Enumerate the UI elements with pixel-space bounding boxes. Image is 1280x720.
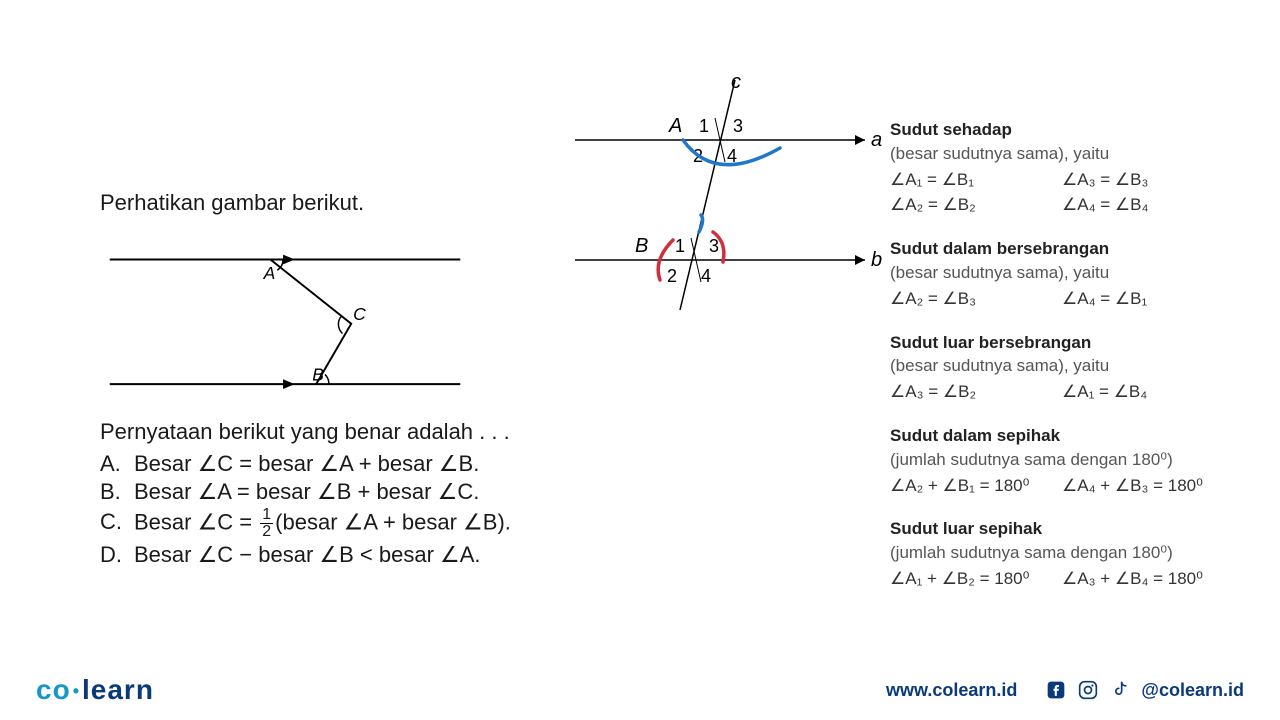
footer-handle: @colearn.id (1141, 680, 1244, 701)
problem-diagram: A C B (100, 226, 470, 406)
eq: ∠A₂ = ∠B₂ (890, 193, 1062, 217)
eq: ∠A₂ = ∠B₃ (890, 287, 1062, 311)
rule-eq: ∠A₁ + ∠B₂ = 180⁰∠A₃ + ∠B₄ = 180⁰ (890, 567, 1240, 591)
content-area: Perhatikan gambar berikut. A C B (0, 0, 1280, 660)
rule-title: Sudut luar sepihak (890, 517, 1240, 541)
question-text: Pernyataan berikut yang benar adalah . .… (100, 419, 540, 445)
rule-luar-berseberangan: Sudut luar bersebrangan (besar sudutnya … (890, 331, 1240, 404)
blue-tick-annotation (699, 215, 703, 232)
rule-luar-sepihak: Sudut luar sepihak (jumlah sudutnya sama… (890, 517, 1240, 590)
eq: ∠A₁ + ∠B₂ = 180⁰ (890, 567, 1062, 591)
label-B-point: B (635, 235, 648, 257)
eq: ∠A₄ + ∠B₃ = 180⁰ (1062, 476, 1203, 495)
rule-sub: (besar sudutnya sama), yaitu (890, 354, 1240, 378)
rule-dalam-berseberangan: Sudut dalam bersebrangan (besar sudutnya… (890, 237, 1240, 310)
footer-url: www.colearn.id (886, 680, 1017, 701)
footer-right: www.colearn.id @colearn.id (886, 679, 1244, 701)
instagram-icon (1077, 679, 1099, 701)
intro-text: Perhatikan gambar berikut. (100, 190, 540, 216)
fraction-half: 12 (260, 507, 273, 540)
choice-C: C. Besar ∠C = 12(besar ∠A + besar ∠B). (100, 507, 540, 540)
label-B: B (312, 364, 324, 384)
eq: ∠A₃ + ∠B₄ = 180⁰ (1062, 569, 1203, 588)
label-A: A (263, 263, 276, 283)
right-column: Sudut sehadap (besar sudutnya sama), yai… (890, 0, 1260, 660)
rule-sub: (besar sudutnya sama), yaitu (890, 261, 1240, 285)
rule-title: Sudut dalam sepihak (890, 424, 1240, 448)
B-2: 2 (667, 266, 677, 286)
rule-title: Sudut sehadap (890, 118, 1240, 142)
eq: ∠A₄ = ∠B₁ (1062, 289, 1147, 308)
middle-column: c a b A 1 3 2 4 B 1 3 2 4 (560, 0, 890, 660)
label-c: c (731, 71, 741, 93)
brand-dot-icon: • (73, 681, 80, 701)
rule-title: Sudut luar bersebrangan (890, 331, 1240, 355)
eq: ∠A₃ = ∠B₂ (890, 380, 1062, 404)
label-A-point: A (668, 115, 682, 137)
choice-B-letter: B. (100, 479, 134, 505)
rule-eq: ∠A₂ = ∠B₃∠A₄ = ∠B₁ (890, 287, 1240, 311)
footer: co•learn www.colearn.id @colearn.id (0, 660, 1280, 720)
rule-eq: ∠A₂ = ∠B₂∠A₄ = ∠B₄ (890, 193, 1240, 217)
brand-logo: co•learn (36, 674, 154, 706)
choice-B-text: Besar ∠A = besar ∠B + besar ∠C. (134, 479, 479, 505)
A-3: 3 (733, 116, 743, 136)
brand-learn: learn (82, 674, 154, 705)
choices: A. Besar ∠C = besar ∠A + besar ∠B. B. Be… (100, 451, 540, 568)
rule-eq: ∠A₂ + ∠B₁ = 180⁰∠A₄ + ∠B₃ = 180⁰ (890, 474, 1240, 498)
B-3: 3 (709, 236, 719, 256)
choice-D: D. Besar ∠C − besar ∠B < besar ∠A. (100, 542, 540, 568)
tiktok-icon (1109, 679, 1131, 701)
rule-sub: (jumlah sudutnya sama dengan 180⁰) (890, 541, 1240, 565)
social-row: @colearn.id (1045, 679, 1244, 701)
rule-eq: ∠A₃ = ∠B₂∠A₁ = ∠B₄ (890, 380, 1240, 404)
facebook-icon (1045, 679, 1067, 701)
choice-C-letter: C. (100, 509, 134, 535)
B-4: 4 (701, 266, 711, 286)
label-C: C (353, 304, 366, 324)
A-1: 1 (699, 116, 709, 136)
left-column: Perhatikan gambar berikut. A C B (0, 0, 560, 660)
choice-D-letter: D. (100, 542, 134, 568)
rule-title: Sudut dalam bersebrangan (890, 237, 1240, 261)
choice-A-letter: A. (100, 451, 134, 477)
choice-B: B. Besar ∠A = besar ∠B + besar ∠C. (100, 479, 540, 505)
transversal-diagram: c a b A 1 3 2 4 B 1 3 2 4 (560, 70, 890, 330)
rule-sehadap: Sudut sehadap (besar sudutnya sama), yai… (890, 118, 1240, 217)
label-a: a (871, 129, 882, 151)
choice-C-suffix: (besar ∠A + besar ∠B). (275, 509, 511, 534)
B-1: 1 (675, 236, 685, 256)
frac-num: 1 (260, 507, 273, 524)
choice-A-text: Besar ∠C = besar ∠A + besar ∠B. (134, 451, 479, 477)
eq: ∠A₁ = ∠B₄ (1062, 382, 1147, 401)
eq: ∠A₂ + ∠B₁ = 180⁰ (890, 474, 1062, 498)
eq: ∠A₃ = ∠B₃ (1062, 170, 1148, 189)
choice-C-prefix: Besar ∠C = (134, 509, 258, 534)
rule-dalam-sepihak: Sudut dalam sepihak (jumlah sudutnya sam… (890, 424, 1240, 497)
choice-D-text: Besar ∠C − besar ∠B < besar ∠A. (134, 542, 481, 568)
choice-A: A. Besar ∠C = besar ∠A + besar ∠B. (100, 451, 540, 477)
rule-sub: (jumlah sudutnya sama dengan 180⁰) (890, 448, 1240, 472)
eq: ∠A₄ = ∠B₄ (1062, 195, 1148, 214)
choice-C-text: Besar ∠C = 12(besar ∠A + besar ∠B). (134, 507, 511, 540)
label-b-line: b (871, 249, 882, 271)
rule-sub: (besar sudutnya sama), yaitu (890, 142, 1240, 166)
brand-co: co (36, 674, 71, 705)
eq: ∠A₁ = ∠B₁ (890, 168, 1062, 192)
rule-eq: ∠A₁ = ∠B₁∠A₃ = ∠B₃ (890, 168, 1240, 192)
frac-den: 2 (260, 524, 273, 540)
